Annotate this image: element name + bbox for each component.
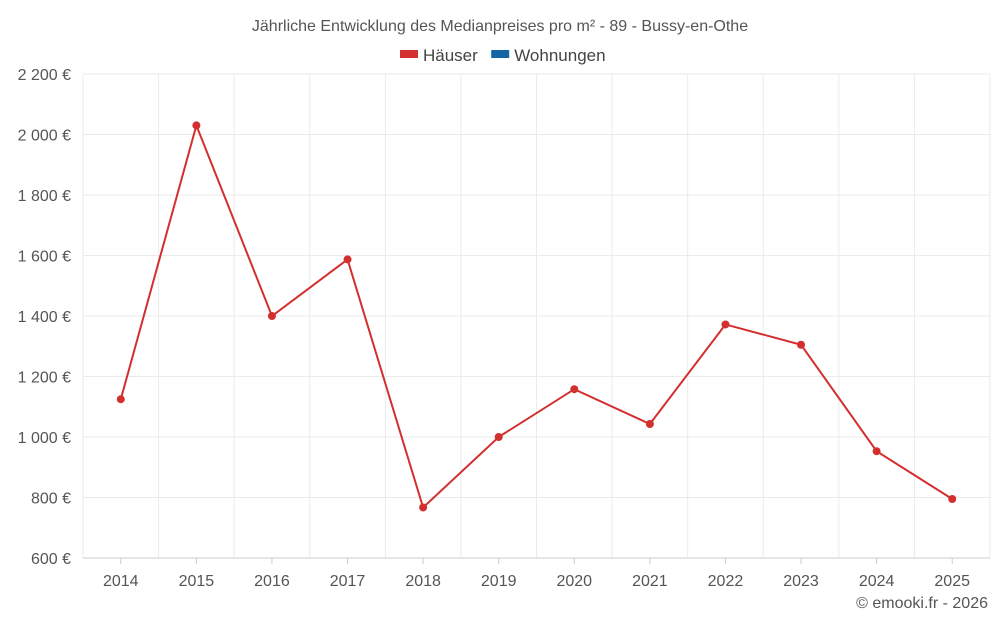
y-tick-label: 1 200 € xyxy=(18,370,71,387)
x-tick-label: 2017 xyxy=(330,573,366,590)
data-point-2025 xyxy=(948,495,957,504)
y-tick-label: 600 € xyxy=(31,551,71,568)
y-tick-label: 800 € xyxy=(31,491,71,508)
data-point-2023 xyxy=(797,340,806,349)
data-point-2016 xyxy=(267,312,276,320)
x-tick-label: 2021 xyxy=(632,573,668,590)
x-tick-label: 2020 xyxy=(556,573,592,590)
x-tick-label: 2014 xyxy=(103,573,139,590)
x-tick-label: 2016 xyxy=(254,573,290,590)
y-tick-label: 1 400 € xyxy=(18,309,71,326)
x-tick-label: 2025 xyxy=(934,573,970,590)
legend-label-häuser: Häuser xyxy=(423,46,478,65)
data-point-2024 xyxy=(872,447,881,456)
series-group xyxy=(116,121,957,512)
data-point-2017 xyxy=(343,255,352,264)
legend-label-wohnungen: Wohnungen xyxy=(514,46,605,65)
grid xyxy=(82,73,991,558)
y-tick-label: 1 600 € xyxy=(18,249,71,266)
x-tick-label: 2023 xyxy=(783,573,819,590)
x-tick-label: 2019 xyxy=(481,573,517,590)
y-tick-label: 1 000 € xyxy=(18,430,71,447)
y-tick-label: 2 000 € xyxy=(18,128,71,145)
data-point-2021 xyxy=(645,419,654,428)
x-tick-label: 2024 xyxy=(859,573,895,590)
y-axis: 600 € 800 € 1 000 € 1 200 € 1 400 € 1 600 € 1 … xyxy=(18,67,71,568)
legend-swatch-häuser xyxy=(400,50,418,58)
x-tick-label: 2015 xyxy=(179,573,215,590)
credit-text: © emooki.fr - 2026 xyxy=(856,595,988,612)
x-tick-label: 2022 xyxy=(708,573,744,590)
data-point-2020 xyxy=(570,385,579,394)
legend: Häuser Wohnungen xyxy=(400,46,606,65)
data-point-2014 xyxy=(116,395,125,404)
y-tick-label: 1 800 € xyxy=(18,188,71,205)
legend-swatch-wohnungen xyxy=(491,50,510,58)
data-point-2015 xyxy=(192,121,201,130)
x-tick-label: 2018 xyxy=(405,573,441,590)
y-tick-label: 2 200 € xyxy=(18,67,71,84)
data-point-2019 xyxy=(494,433,503,441)
x-axis: 2014 2015 2016 2017 2018 2019 2020 2021 2022 2023… xyxy=(83,557,990,590)
data-point-2018 xyxy=(419,503,428,512)
data-point-2022 xyxy=(721,320,730,329)
series-line-häuser xyxy=(119,122,953,510)
chart-title: Jährliche Entwicklung des Medianpreises … xyxy=(252,18,748,35)
